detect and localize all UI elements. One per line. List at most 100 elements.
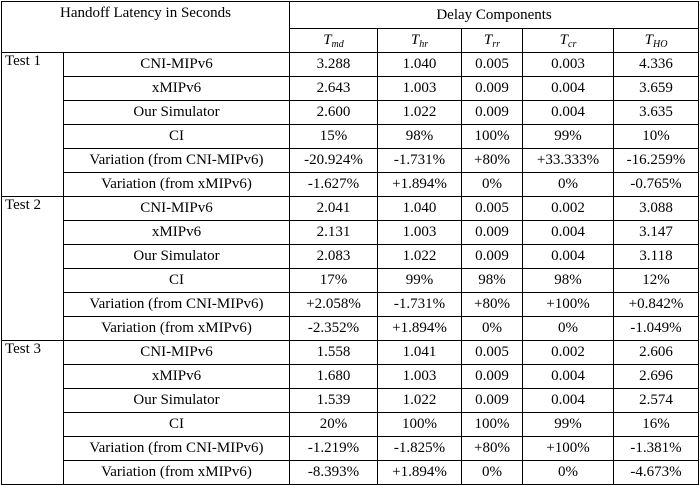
value-cell: 0.009 — [461, 76, 523, 101]
value-cell: 0.004 — [522, 220, 614, 245]
value-cell: 2.041 — [289, 196, 378, 221]
col-header-t-md: Tmd — [289, 28, 378, 53]
row-label: CNI-MIPv6 — [63, 340, 290, 365]
value-cell: 2.643 — [289, 76, 378, 101]
value-cell: 1.040 — [377, 196, 462, 221]
value-cell: -1.381% — [612, 436, 700, 461]
value-cell: -16.259% — [612, 148, 700, 173]
row-label: Variation (from CNI-MIPv6) — [63, 148, 290, 173]
table-row: Variation (from xMIPv6) -2.352% +1.894% 0% 0… — [2, 316, 700, 341]
table-row: CI 20% 100% 100% 99% 16% — [2, 412, 700, 437]
value-cell: 100% — [461, 124, 523, 149]
table-row: CI 15% 98% 100% 99% 10% — [2, 124, 700, 149]
table-row: Our Simulator 2.083 1.022 0.009 0.004 3.118 — [2, 244, 700, 269]
value-cell: +100% — [522, 292, 614, 317]
value-cell: -20.924% — [289, 148, 378, 173]
value-cell: 0.004 — [522, 244, 614, 269]
value-cell: +80% — [461, 292, 523, 317]
value-cell: 10% — [612, 124, 700, 149]
value-cell: 0.009 — [461, 244, 523, 269]
value-cell: +1.894% — [377, 172, 462, 197]
value-cell: 1.003 — [377, 364, 462, 389]
value-cell: 99% — [522, 124, 614, 149]
value-cell: 2.574 — [612, 388, 700, 413]
value-cell: 98% — [522, 268, 614, 293]
row-label: CNI-MIPv6 — [63, 52, 290, 77]
test-label: Test 3 — [1, 340, 64, 485]
table-row: Test 2 CNI-MIPv6 2.041 1.040 0.005 0.002 3.088 — [1, 196, 700, 341]
row-label: Variation (from xMIPv6) — [63, 460, 290, 485]
value-cell: +1.894% — [377, 316, 462, 341]
row-label: Variation (from CNI-MIPv6) — [63, 436, 290, 461]
value-cell: 1.040 — [377, 52, 462, 77]
value-cell: 0.002 — [522, 340, 614, 365]
value-cell: 0.005 — [461, 52, 523, 77]
value-cell: 0.004 — [522, 364, 614, 389]
table-row: Variation (from CNI-MIPv6) +2.058% -1.731%… — [2, 292, 700, 317]
value-cell: 0.009 — [461, 364, 523, 389]
table-row: xMIPv6 2.643 1.003 0.009 0.004 3.659 — [2, 76, 700, 101]
row-label: Variation (from xMIPv6) — [63, 316, 290, 341]
row-label: CI — [63, 412, 290, 437]
value-cell: 12% — [612, 268, 700, 293]
value-cell: 1.539 — [289, 388, 378, 413]
value-cell: 0% — [461, 460, 523, 485]
value-cell: +100% — [522, 436, 614, 461]
row-label: xMIPv6 — [63, 76, 290, 101]
value-cell: 1.022 — [377, 100, 462, 125]
value-cell: +80% — [461, 436, 523, 461]
value-cell: 3.288 — [289, 52, 378, 77]
value-cell: 99% — [377, 268, 462, 293]
col-header-t-rr: Trr — [461, 28, 523, 53]
value-cell: 0.004 — [522, 100, 614, 125]
table-body: Test 1 CNI-MIPv6 3.288 1.040 0.005 0.003 4.336… — [1, 52, 700, 485]
table-row: xMIPv6 1.680 1.003 0.009 0.004 2.696 — [2, 364, 700, 389]
value-cell: 0.009 — [461, 388, 523, 413]
value-cell: 16% — [612, 412, 700, 437]
header-row-symbols: Tmd Thr Trr Tcr THO — [2, 28, 700, 53]
value-cell: 0.009 — [461, 220, 523, 245]
value-cell: 1.003 — [377, 220, 462, 245]
header-row-top: Handoff Latency in Seconds Delay Compone… — [1, 1, 700, 53]
value-cell: 1.022 — [377, 388, 462, 413]
row-label: Our Simulator — [63, 388, 290, 413]
table-title: Handoff Latency in Seconds — [1, 1, 290, 53]
row-label: Variation (from xMIPv6) — [63, 172, 290, 197]
row-label: CI — [63, 268, 290, 293]
table-row: Test 1 CNI-MIPv6 3.288 1.040 0.005 0.003 4.336 — [1, 52, 700, 197]
value-cell: 0.005 — [461, 340, 523, 365]
value-cell: +0.842% — [612, 292, 700, 317]
table-row: CI 17% 99% 98% 98% 12% — [2, 268, 700, 293]
row-label: Variation (from CNI-MIPv6) — [63, 292, 290, 317]
table-row: Variation (from CNI-MIPv6) -20.924% -1.731… — [2, 148, 700, 173]
value-cell: 0% — [461, 316, 523, 341]
value-cell: 20% — [289, 412, 378, 437]
value-cell: 99% — [522, 412, 614, 437]
value-cell: -1.049% — [612, 316, 700, 341]
value-cell: 1.680 — [289, 364, 378, 389]
test-label: Test 1 — [1, 52, 64, 197]
value-cell: 17% — [289, 268, 378, 293]
value-cell: 2.600 — [289, 100, 378, 125]
value-cell: -1.627% — [289, 172, 378, 197]
value-cell: -1.731% — [377, 292, 462, 317]
value-cell: 0% — [522, 460, 614, 485]
value-cell: +80% — [461, 148, 523, 173]
value-cell: +1.894% — [377, 460, 462, 485]
value-cell: 3.635 — [612, 100, 700, 125]
value-cell: -2.352% — [289, 316, 378, 341]
value-cell: -1.825% — [377, 436, 462, 461]
value-cell: 3.659 — [612, 76, 700, 101]
value-cell: 1.558 — [289, 340, 378, 365]
value-cell: -4.673% — [612, 460, 700, 485]
table-row: Variation (from xMIPv6) -8.393% +1.894% 0% 0… — [2, 460, 700, 485]
value-cell: 2.083 — [289, 244, 378, 269]
value-cell: 0.009 — [461, 100, 523, 125]
value-cell: 1.003 — [377, 76, 462, 101]
col-header-t-hr: Thr — [377, 28, 462, 53]
value-cell: 0% — [522, 316, 614, 341]
value-cell: 2.131 — [289, 220, 378, 245]
value-cell: 0% — [461, 172, 523, 197]
value-cell: 0% — [522, 172, 614, 197]
